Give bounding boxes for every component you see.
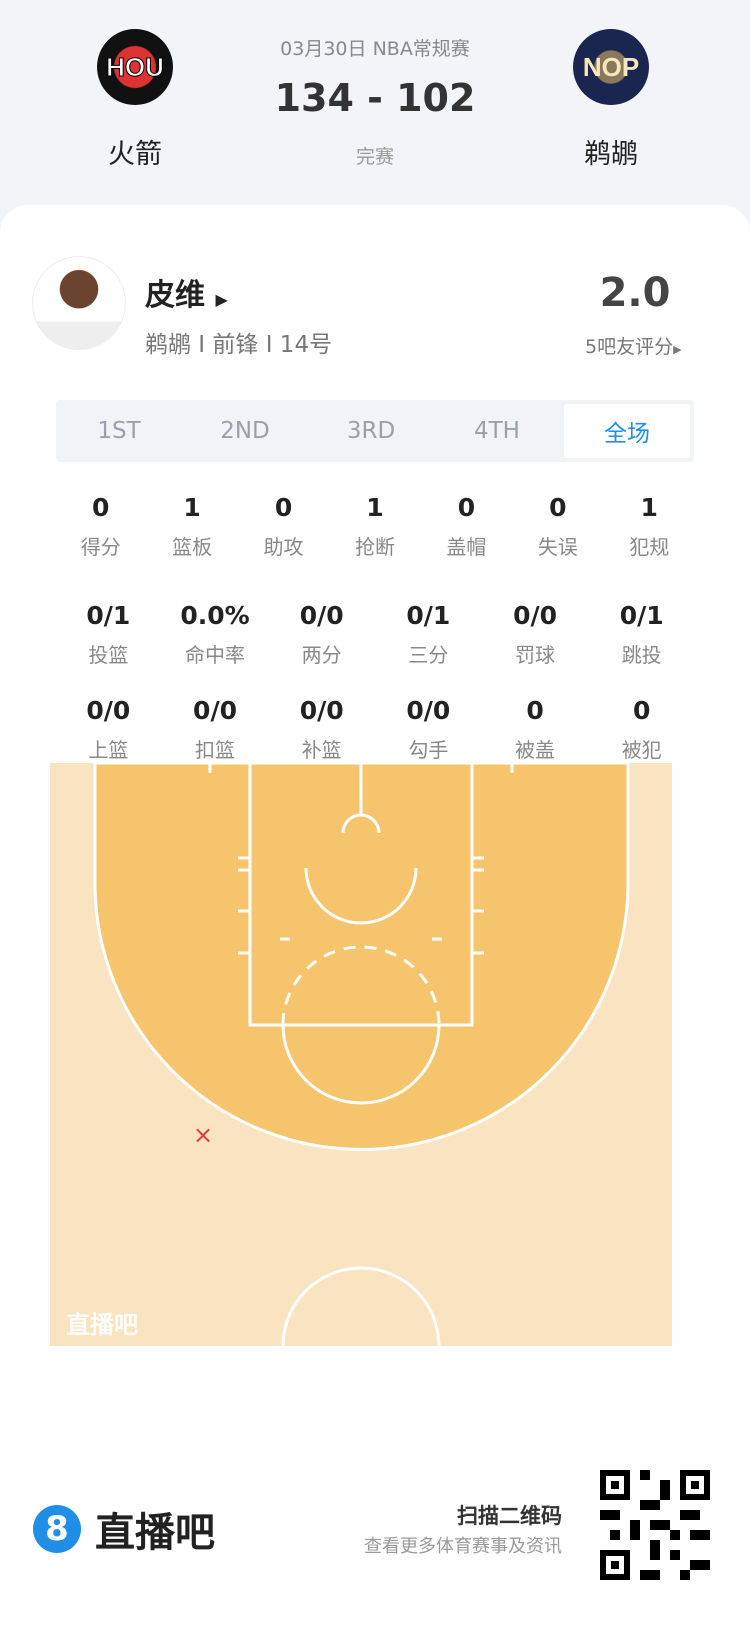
stat-value: 0/0 bbox=[299, 601, 344, 630]
qr-title: 扫描二维码 bbox=[457, 1504, 562, 1528]
stat-stats_row3-4: 0 被盖 bbox=[482, 696, 589, 763]
stat-value: 0/1 bbox=[619, 601, 664, 630]
stat-value: 0/1 bbox=[406, 601, 451, 630]
stat-value: 0 bbox=[274, 493, 293, 522]
match-date-league: 03月30日 NBA常规赛 bbox=[280, 38, 470, 60]
caret-right-icon: ▶ bbox=[215, 290, 228, 309]
player-avatar[interactable] bbox=[32, 256, 126, 350]
stats-row-shooting: 0/1 投篮 0.0% 命中率 0/0 两分 0/1 三分 0/0 罚球 0/1 跳投 bbox=[0, 601, 750, 668]
stat-value: 0/0 bbox=[86, 696, 131, 725]
stat-stats_row2-1: 0.0% 命中率 bbox=[162, 601, 269, 668]
stat-label: 勾手 bbox=[408, 738, 449, 762]
tab-4th[interactable]: 4TH bbox=[474, 418, 520, 444]
brand-8-icon: 8 bbox=[33, 1505, 81, 1553]
stat-label: 盖帽 bbox=[446, 535, 487, 559]
stat-label: 被犯 bbox=[621, 738, 662, 762]
stat-label: 得分 bbox=[80, 535, 121, 559]
stat-stats_row1-3: 1 抢断 bbox=[329, 493, 420, 560]
match-status: 完赛 bbox=[355, 146, 394, 168]
stat-value: 0 bbox=[92, 493, 110, 522]
stat-stats_row3-2: 0/0 补篮 bbox=[268, 696, 375, 763]
stat-value: 0.0% bbox=[180, 601, 250, 630]
stat-label: 失误 bbox=[537, 535, 578, 559]
stat-value: 0/1 bbox=[86, 601, 131, 630]
shot-marker-miss: × bbox=[193, 1121, 213, 1149]
stat-label: 命中率 bbox=[185, 643, 245, 667]
stat-value: 0/0 bbox=[299, 696, 344, 725]
stat-stats_row2-4: 0/0 罚球 bbox=[482, 601, 589, 668]
stat-stats_row2-0: 0/1 投篮 bbox=[55, 601, 162, 668]
stat-label: 补篮 bbox=[301, 738, 342, 762]
stat-stats_row1-2: 0 助攻 bbox=[238, 493, 329, 560]
stat-value: 1 bbox=[366, 493, 384, 522]
stat-stats_row1-0: 0 得分 bbox=[55, 493, 146, 560]
stat-label: 扣篮 bbox=[195, 738, 235, 762]
qr-code[interactable] bbox=[600, 1469, 710, 1581]
stat-label: 投篮 bbox=[88, 643, 129, 667]
stat-label: 被盖 bbox=[515, 738, 556, 762]
home-team-logo[interactable]: HOU bbox=[97, 29, 173, 105]
rating-link[interactable]: 5吧友评分▶ bbox=[585, 336, 682, 358]
tab-1st[interactable]: 1ST bbox=[97, 418, 141, 444]
caret-right-icon: ▶ bbox=[673, 343, 682, 356]
stat-label: 助攻 bbox=[263, 535, 304, 559]
stat-label: 抢断 bbox=[354, 535, 395, 559]
stat-stats_row2-2: 0/0 两分 bbox=[268, 601, 375, 668]
match-score: 134 - 102 bbox=[274, 76, 476, 120]
stat-stats_row2-3: 0/1 三分 bbox=[375, 601, 482, 668]
stat-stats_row1-6: 1 犯规 bbox=[604, 493, 695, 560]
stat-value: 0 bbox=[632, 696, 651, 725]
player-name-link[interactable]: 皮维 ▶ bbox=[145, 278, 228, 313]
stat-stats_row3-3: 0/0 勾手 bbox=[375, 696, 482, 763]
qr-subtitle: 查看更多体育赛事及资讯 bbox=[364, 1536, 562, 1557]
stat-value: 0/0 bbox=[193, 696, 237, 725]
stats-row-basic: 0 得分 1 篮板 0 助攻 1 抢断 0 盖帽 0 失误 1 犯规 bbox=[0, 493, 750, 560]
away-team-name: 鹈鹕 bbox=[584, 139, 638, 170]
stat-stats_row1-4: 0 盖帽 bbox=[421, 493, 512, 560]
tab-full-game[interactable]: 全场 bbox=[564, 404, 690, 458]
tab-2nd[interactable]: 2ND bbox=[220, 418, 270, 444]
stat-label: 跳投 bbox=[621, 643, 662, 667]
tab-3rd[interactable]: 3RD bbox=[346, 418, 396, 444]
shot-chart: × 直播吧 bbox=[50, 763, 672, 1346]
player-info: 鹈鹕 I 前锋 I 14号 bbox=[145, 332, 333, 358]
home-team-name: 火箭 bbox=[108, 139, 162, 170]
stat-value: 0 bbox=[526, 696, 544, 725]
stat-value: 1 bbox=[640, 493, 658, 522]
away-team-logo[interactable]: NOP bbox=[573, 29, 649, 105]
stat-stats_row1-1: 1 篮板 bbox=[146, 493, 237, 560]
stat-label: 罚球 bbox=[515, 643, 556, 667]
player-rating: 2.0 bbox=[599, 270, 671, 316]
stat-label: 犯规 bbox=[629, 535, 670, 559]
stats-row-shot-types: 0/0 上篮 0/0 扣篮 0/0 补篮 0/0 勾手 0 被盖 0 被犯 bbox=[0, 696, 750, 763]
stat-label: 两分 bbox=[301, 643, 342, 667]
stat-value: 0/0 bbox=[513, 601, 557, 630]
stat-value: 0 bbox=[457, 493, 476, 522]
stat-stats_row1-5: 0 失误 bbox=[512, 493, 603, 560]
brand-logo: 8 直播吧 bbox=[33, 1500, 215, 1558]
watermark: 直播吧 bbox=[66, 1311, 138, 1339]
period-tabs: 1ST 2ND 3RD 4TH 全场 bbox=[56, 400, 694, 462]
stat-value: 0 bbox=[549, 493, 567, 522]
stat-stats_row3-5: 0 被犯 bbox=[588, 696, 695, 763]
stat-stats_row3-0: 0/0 上篮 bbox=[55, 696, 162, 763]
stat-label: 篮板 bbox=[172, 535, 213, 559]
stat-stats_row2-5: 0/1 跳投 bbox=[588, 601, 695, 668]
stat-label: 三分 bbox=[408, 643, 449, 667]
stat-value: 1 bbox=[183, 493, 201, 522]
stat-value: 0/0 bbox=[406, 696, 451, 725]
stat-stats_row3-1: 0/0 扣篮 bbox=[162, 696, 269, 763]
stat-label: 上篮 bbox=[88, 738, 129, 762]
